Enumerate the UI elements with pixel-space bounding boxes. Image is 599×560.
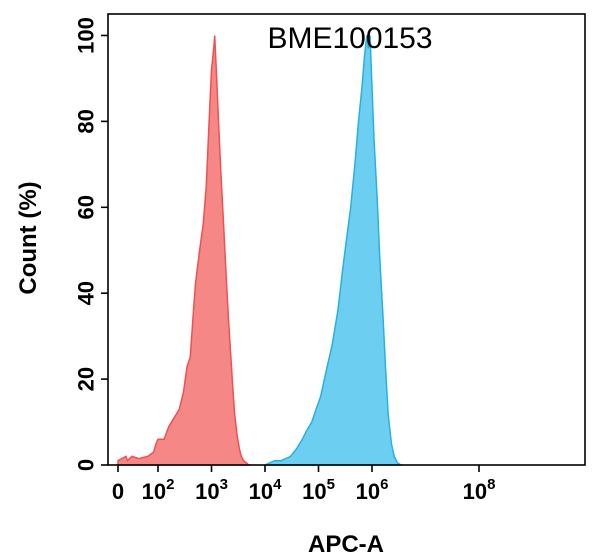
chart-title: BME100153 bbox=[267, 22, 432, 55]
series-layer bbox=[117, 35, 404, 466]
y-axis: 0 20 40 60 80 100 bbox=[74, 17, 108, 471]
y-tick-label: 100 bbox=[74, 17, 99, 54]
x-tick-label: 104 bbox=[249, 476, 282, 504]
x-tick-label: 108 bbox=[463, 476, 496, 504]
x-tick-label: 106 bbox=[356, 476, 389, 504]
x-axis-title: APC-A bbox=[308, 531, 384, 558]
y-axis-title: Count (%) bbox=[15, 181, 42, 294]
plot-frame bbox=[107, 13, 586, 466]
x-axis: 0 102 103 104 105 106 108 bbox=[112, 465, 496, 504]
y-tick-label: 20 bbox=[74, 367, 99, 391]
y-tick-label: 0 bbox=[74, 459, 99, 471]
x-tick-label: 0 bbox=[112, 479, 124, 504]
histogram-series-1 bbox=[117, 35, 251, 466]
y-tick-label: 40 bbox=[74, 281, 99, 305]
y-tick-label: 60 bbox=[74, 195, 99, 219]
histogram-series-2 bbox=[264, 35, 404, 466]
x-tick-label: 102 bbox=[142, 476, 175, 504]
x-tick-label: 103 bbox=[195, 476, 228, 504]
x-tick-label: 105 bbox=[302, 476, 335, 504]
y-tick-label: 80 bbox=[74, 109, 99, 133]
